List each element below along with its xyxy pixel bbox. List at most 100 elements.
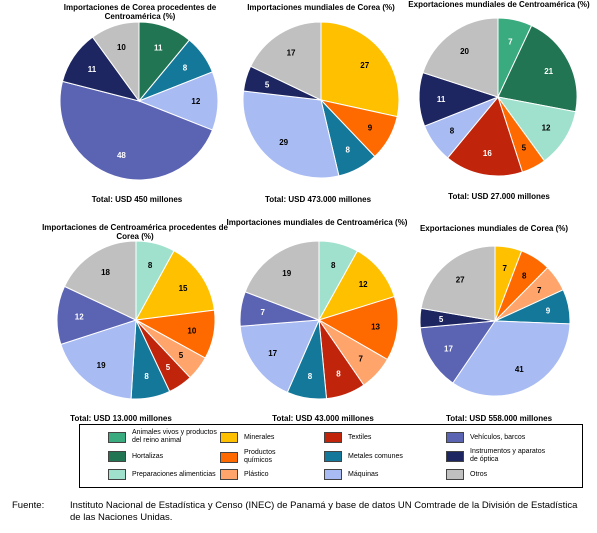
legend-swatch [220, 469, 238, 480]
chart-title: Importaciones mundiales de Corea (%) [247, 3, 395, 12]
slice-value-label: 13 [371, 322, 380, 331]
slice-value-label: 8 [183, 64, 188, 73]
slice-value-label: 10 [187, 327, 196, 336]
slice-value-label: 29 [279, 138, 288, 147]
legend-swatch [108, 431, 126, 443]
source-text: Instituto Nacional de Estadística y Cens… [70, 500, 578, 523]
legend-label: Máquinas [348, 470, 379, 478]
chart-title: Importaciones mundiales de Centroamérica… [226, 218, 408, 227]
slice-value-label: 8 [336, 369, 341, 378]
legend-label: Plástico [244, 470, 269, 478]
legend-item-animales: Animales vivos y productos del reino ani… [108, 429, 228, 445]
pie-slice-minerales [320, 21, 400, 118]
legend-label: Productos químicos [244, 449, 276, 464]
pie-slice-textiles [446, 95, 524, 177]
chart-total: Total: USD 450 millones [91, 195, 183, 204]
chart-title: Exportaciones mundiales de Corea (%) [419, 224, 569, 233]
slice-value-label: 17 [444, 344, 453, 353]
chart-total: Total: USD 27.000 millones [448, 192, 550, 201]
pie-slice-otros [91, 21, 140, 103]
slice-value-label: 9 [546, 307, 551, 316]
legend-swatch [446, 432, 464, 443]
slice-value-label: 7 [359, 355, 364, 364]
chart-title: Importaciones de Centroamérica procedent… [42, 223, 228, 241]
pie-slice-maquinas [242, 90, 340, 179]
pie-slice-otros [244, 240, 320, 321]
slice-value-label: 10 [117, 43, 126, 52]
legend-item-minerales: Minerales [220, 432, 320, 443]
slice-value-label: 19 [282, 269, 291, 278]
legend-label: Metales comunes [348, 452, 403, 460]
pie-slice-preparaciones [496, 96, 577, 162]
legend-label: Hortalizas [132, 452, 164, 460]
slice-value-label: 18 [101, 268, 110, 277]
chart-legend: Animales vivos y productos del reino ani… [79, 424, 583, 488]
legend-swatch [446, 469, 464, 480]
legend-item-preparaciones: Preparaciones alimenticias [108, 469, 228, 480]
pie-slice-maquinas [452, 320, 571, 397]
pie-slice-vehiculos [59, 80, 214, 181]
legend-item-plastico: Plástico [220, 469, 320, 480]
pie-slice-minerales [135, 250, 215, 321]
slice-value-label: 27 [360, 61, 369, 70]
pie-slice-maquinas [239, 319, 320, 394]
slice-value-label: 7 [537, 286, 542, 295]
legend-swatch [108, 469, 126, 480]
slice-value-label: 5 [265, 80, 270, 89]
legend-swatch [324, 432, 342, 443]
legend-label: Otros [470, 470, 488, 478]
slice-value-label: 16 [483, 149, 492, 158]
slice-value-label: 8 [331, 261, 336, 270]
slice-value-label: 11 [437, 95, 446, 104]
legend-label: Instrumentos y aparatos de óptica [470, 448, 546, 463]
slice-value-label: 17 [268, 349, 277, 358]
chart-title: Exportaciones mundiales de Centroamérica… [408, 0, 590, 9]
slice-value-label: 9 [368, 124, 373, 133]
pie-slice-minerales [317, 250, 396, 321]
legend-item-quimicos: Productos químicos [220, 449, 320, 465]
legend-swatch [108, 451, 126, 462]
slice-value-label: 12 [191, 97, 200, 106]
slice-value-label: 8 [346, 145, 351, 154]
pie-slice-otros [422, 17, 499, 98]
slice-value-label: 12 [359, 280, 368, 289]
slice-value-label: 5 [439, 315, 444, 324]
source-label: Fuente: [12, 500, 45, 511]
pie-slice-quimicos [317, 295, 399, 361]
legend-item-instrumentos: Instrumentos y aparatos de óptica [446, 448, 576, 464]
slice-value-label: 8 [308, 372, 313, 381]
pie-slice-vehiculos [56, 285, 138, 346]
slice-value-label: 12 [542, 123, 551, 132]
chart-total: Total: USD 43.000 millones [272, 414, 374, 423]
pie-slice-otros [420, 245, 496, 322]
legend-item-textiles: Textiles [324, 432, 434, 443]
legend-swatch [324, 469, 342, 480]
slice-value-label: 20 [460, 47, 469, 56]
slice-value-label: 7 [508, 37, 513, 46]
chart-title: Importaciones de Corea procedentes de Ce… [63, 3, 217, 21]
legend-label: Textiles [348, 433, 372, 441]
slice-value-label: 48 [117, 151, 126, 160]
legend-item-vehiculos: Vehículos, barcos [446, 432, 576, 443]
pie-slice-otros [249, 21, 322, 101]
legend-item-metales: Metales comunes [324, 451, 444, 462]
slice-value-label: 5 [522, 144, 527, 153]
legend-item-maquinas: Máquinas [324, 469, 434, 480]
slice-value-label: 11 [154, 43, 163, 52]
pie-slice-vehiculos [419, 320, 497, 384]
legend-item-hortalizas: Hortalizas [108, 451, 228, 462]
slice-value-label: 41 [515, 365, 524, 374]
slice-value-label: 7 [260, 308, 265, 317]
legend-label: Preparaciones alimenticias [132, 470, 216, 478]
legend-label: Vehículos, barcos [470, 433, 526, 441]
source-note: Fuente: Instituto Nacional de Estadístic… [12, 500, 587, 524]
legend-label: Animales vivos y productos del reino ani… [132, 429, 217, 444]
slice-value-label: 5 [179, 351, 184, 360]
pie-slice-maquinas [60, 319, 137, 400]
legend-swatch [324, 451, 342, 462]
